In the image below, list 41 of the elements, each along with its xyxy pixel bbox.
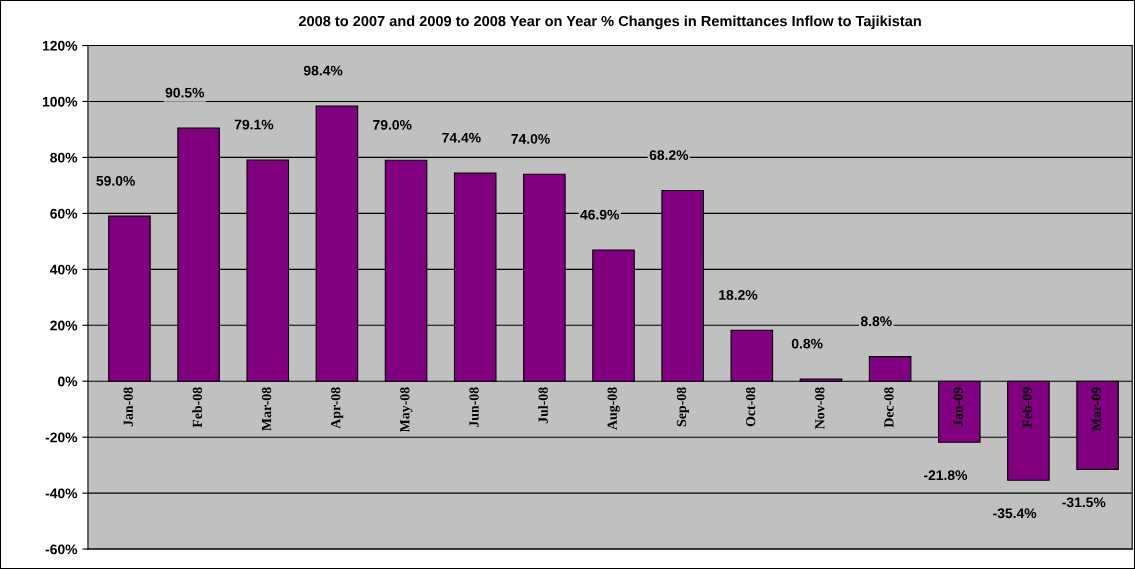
data-label: 90.5% [165, 87, 205, 98]
y-tick-label: 80% [50, 152, 78, 163]
x-tick-label: May-08 [400, 387, 413, 433]
x-tick-label: Jan-08 [123, 387, 133, 427]
y-tick-label: 120% [42, 40, 78, 51]
data-label: 59.0% [96, 175, 135, 186]
chart-title: 2008 to 2007 and 2009 to 2008 Year on Year % Changes in Remittances Inflow to Tajikistan [298, 15, 921, 30]
x-tick-label: Oct-08 [745, 387, 756, 427]
data-label: 68.2% [649, 150, 689, 160]
y-tick-label: 60% [50, 208, 78, 219]
x-tick-label: Feb-09 [1022, 387, 1032, 428]
x-tick-label: Aug-08 [607, 387, 620, 430]
data-label: -31.5% [1062, 497, 1106, 508]
data-label: 18.2% [719, 290, 758, 300]
y-tick-label: -40% [45, 488, 78, 499]
data-label: 98.4% [303, 65, 343, 76]
x-tick-label: Jun-08 [469, 387, 479, 428]
y-tick-label: -60% [45, 544, 78, 555]
data-label: 74.0% [511, 133, 550, 144]
x-tick-label: Mar-08 [261, 387, 272, 431]
y-tick-label: 0% [58, 376, 78, 387]
y-tick-label: 20% [50, 320, 78, 331]
x-tick-label: Jul-08 [538, 387, 548, 424]
x-tick-label: Nov-08 [815, 387, 825, 429]
x-tick-label: Sep-08 [676, 387, 689, 427]
x-tick-label: Apr-08 [331, 387, 344, 429]
data-label: 74.4% [442, 132, 481, 143]
data-label: 79.1% [234, 119, 274, 130]
x-tick-label: Feb-08 [192, 387, 203, 428]
data-label: 46.9% [580, 209, 620, 220]
y-tick-label: 100% [42, 96, 78, 107]
data-label: 79.0% [373, 119, 412, 130]
data-label: 0.8% [791, 338, 823, 349]
x-tick-label: Jan-09 [953, 387, 963, 427]
y-tick-label: -20% [45, 432, 78, 443]
data-label: 8.8% [860, 316, 892, 327]
x-tick-label: Dec-08 [884, 387, 894, 428]
data-label: -35.4% [993, 508, 1037, 519]
x-tick-label: Mar-09 [1091, 387, 1102, 431]
data-label: -21.8% [923, 470, 968, 481]
y-tick-label: 40% [49, 264, 78, 275]
